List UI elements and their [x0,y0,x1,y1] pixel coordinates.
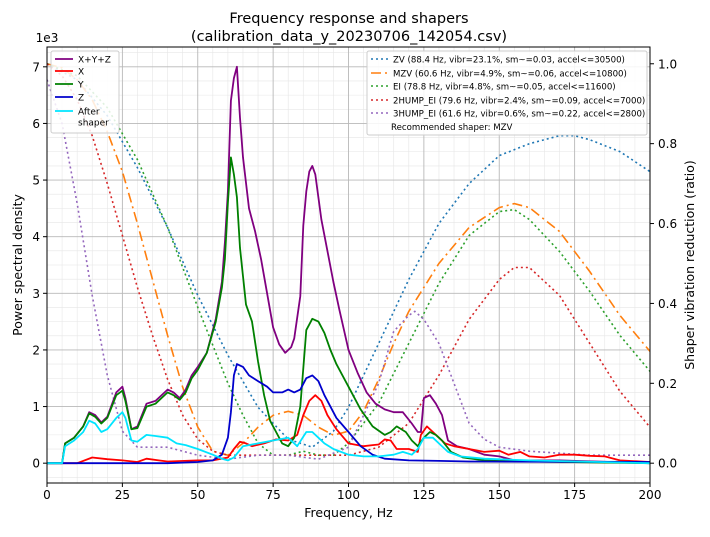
y2-axis-label: Shaper vibration reduction (ratio) [682,160,697,370]
legend-right-label-1: MZV (60.6 Hz, vibr=4.9%, sm~=0.06, accel… [393,70,627,80]
y-tick-label: 3 [32,287,40,301]
legend-right-label-0: ZV (88.4 Hz, vibr=23.1%, sm~=0.03, accel… [393,56,625,66]
chart-title: Frequency response and shapers [229,11,468,27]
y2-tick-label: 0.4 [658,297,677,311]
shaper-line-0 [47,63,650,449]
y2-tick-label: 0.8 [658,137,677,151]
y-tick-label: 6 [32,117,40,131]
y-axis-label: Power spectral density [10,194,25,336]
legend-right-label-3: 2HUMP_EI (79.6 Hz, vibr=2.4%, sm~=0.09, … [393,97,645,107]
shaper-curves [47,63,650,461]
y-scale-label: 1e3 [36,31,59,45]
shaper-line-3 [47,63,650,456]
legend-left: X+Y+Z XYZ After shaper [50,50,120,134]
psd-line-4 [47,411,650,465]
x-tick-label: 25 [115,488,130,502]
x-axis-label: Frequency, Hz [304,505,393,520]
shaper-line-4 [47,79,650,461]
legend-right: ZV (88.4 Hz, vibr=23.1%, sm~=0.03, accel… [366,50,648,136]
chart-subtitle: (calibration_data_y_20230706_142054.csv) [191,29,507,45]
y2-tick-label: 0.6 [658,217,677,231]
y2-tick-label: 0.2 [658,377,677,391]
shaper-line-1 [47,63,650,457]
legend-right-label-2: EI (78.8 Hz, vibr=4.8%, sm~=0.05, accel<… [393,83,616,93]
x-axis: 0 25 50 75 100 125 150 175 200 [43,483,661,502]
x-tick-label: 200 [639,488,662,502]
x-tick-label: 75 [265,488,280,502]
x-tick-label: 0 [43,488,51,502]
legend-left-label-0: X+Y+Z [78,56,111,66]
legend-left-label-1: X [78,68,84,78]
legend-right-label-4: 3HUMP_EI (61.6 Hz, vibr=0.6%, sm~=0.22, … [393,110,645,120]
recommended-shaper-note: Recommended shaper: MZV [391,123,513,133]
y-tick-label: 5 [32,174,40,188]
y2-tick-label: 1.0 [658,57,677,71]
x-tick-label: 100 [337,488,360,502]
x-tick-label: 175 [563,488,586,502]
psd-line-1 [47,394,650,465]
y-tick-label: 4 [32,230,40,244]
psd-line-2 [47,156,650,465]
x-tick-label: 125 [412,488,435,502]
y2-axis: 0.0 0.2 0.4 0.6 0.8 1.0 [650,57,677,471]
legend-left-label-2: Y [77,81,84,91]
psd-curves [47,65,650,465]
x-tick-label: 150 [488,488,511,502]
y-tick-label: 0 [32,457,40,471]
y-axis: 0 1 2 3 4 5 6 7 [32,60,47,471]
psd-line-3 [47,363,650,465]
x-tick-label: 50 [190,488,205,502]
y-tick-label: 1 [32,400,40,414]
y-tick-label: 2 [32,343,40,357]
legend-left-label-3: Z [78,94,84,104]
legend-right-box [366,50,648,136]
y2-tick-label: 0.0 [658,457,677,471]
y-tick-label: 7 [32,60,40,74]
legend-left-label-4: After shaper [78,108,109,129]
